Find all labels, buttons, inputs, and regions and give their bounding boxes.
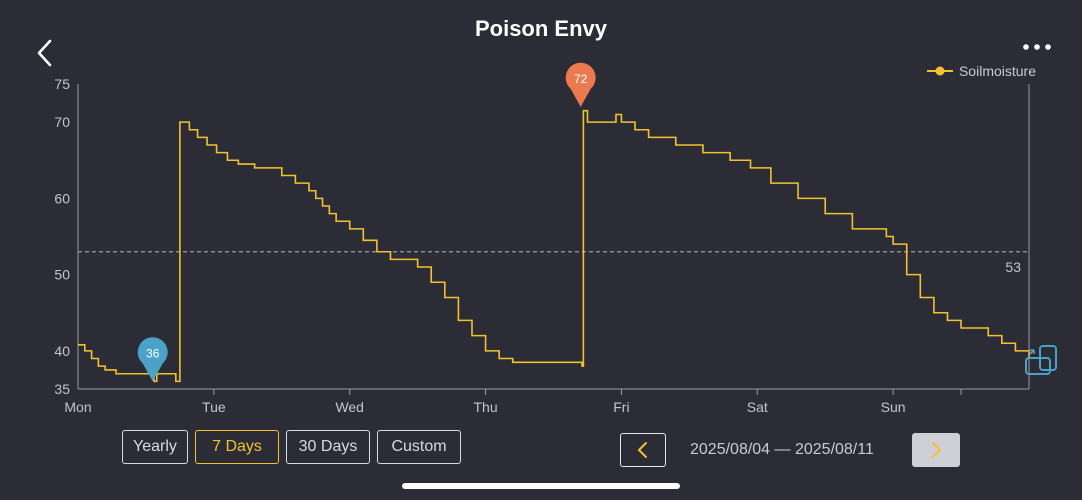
back-button[interactable] bbox=[30, 36, 62, 70]
more-options-button[interactable] bbox=[1020, 38, 1054, 56]
x-tick-label: Fri bbox=[613, 399, 629, 415]
home-indicator bbox=[402, 483, 680, 489]
rotate-landscape-button[interactable] bbox=[1022, 342, 1060, 378]
max-value-marker bbox=[565, 62, 596, 107]
y-tick-label: 40 bbox=[54, 343, 70, 359]
y-tick-label: 60 bbox=[54, 190, 70, 206]
x-tick-label: Wed bbox=[335, 399, 364, 415]
range-7days-button[interactable]: 7 Days bbox=[195, 430, 279, 464]
y-tick-label: 75 bbox=[54, 76, 70, 92]
chevron-left-icon bbox=[37, 39, 52, 67]
x-tick-label: Thu bbox=[474, 399, 498, 415]
y-tick-label: 50 bbox=[54, 267, 70, 283]
min-value-marker bbox=[137, 337, 168, 382]
rotate-landscape-icon bbox=[1025, 345, 1057, 375]
min-value-label: 36 bbox=[146, 346, 160, 360]
y-tick-label: 70 bbox=[54, 114, 70, 130]
x-tick-label: Sat bbox=[747, 399, 768, 415]
series-line-0 bbox=[78, 109, 1030, 383]
x-tick-label: Mon bbox=[64, 399, 91, 415]
next-period-button[interactable] bbox=[912, 433, 960, 467]
reference-line-label: 53 bbox=[1005, 259, 1021, 275]
legend-swatch-icon bbox=[926, 66, 953, 76]
page-title: Poison Envy bbox=[474, 16, 608, 41]
range-selector: Yearly 7 Days 30 Days Custom bbox=[122, 430, 461, 464]
x-tick-label: Tue bbox=[202, 399, 226, 415]
legend-label: Soilmoisture bbox=[958, 63, 1036, 79]
date-range-label: 2025/08/04 — 2025/08/11 bbox=[690, 441, 874, 458]
x-tick-label: Sun bbox=[881, 399, 906, 415]
soil-moisture-chart: 35 40 50 60 70 75 Mon Tue Wed Thu Fri Sat Sun 53 36 72 bbox=[54, 62, 1030, 415]
range-30days-button[interactable]: 30 Days bbox=[286, 430, 370, 464]
range-custom-button[interactable]: Custom bbox=[377, 430, 461, 464]
chart-legend[interactable]: Soilmoisture bbox=[926, 63, 1036, 79]
previous-period-button[interactable] bbox=[620, 433, 666, 467]
chevron-left-icon bbox=[638, 442, 647, 458]
max-value-label: 72 bbox=[574, 72, 588, 86]
range-yearly-button[interactable]: Yearly bbox=[122, 430, 188, 464]
chevron-right-icon bbox=[932, 442, 941, 458]
more-dots-icon bbox=[1023, 44, 1051, 50]
y-tick-label: 35 bbox=[54, 381, 70, 397]
